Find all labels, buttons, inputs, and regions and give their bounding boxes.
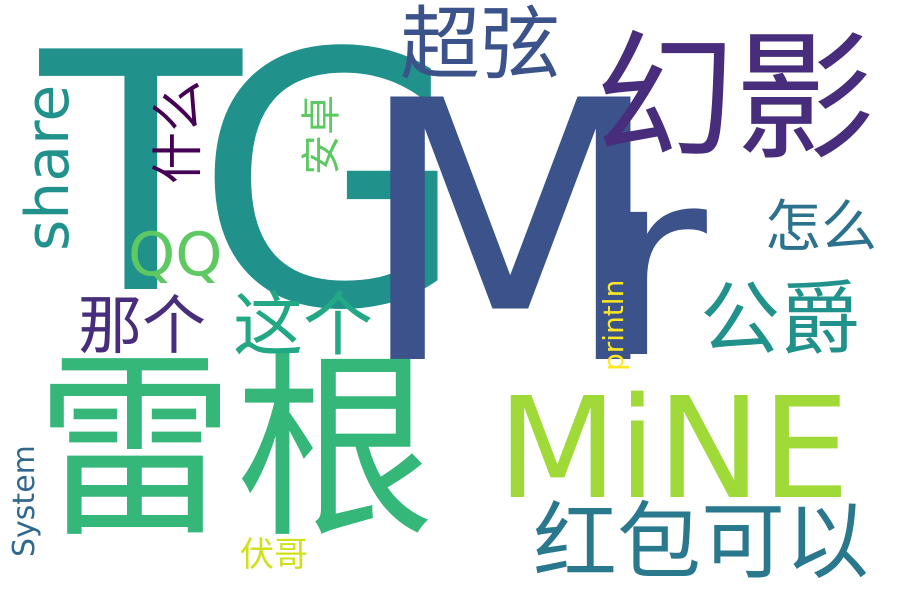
word-hongbao-keyi: 红包可以 xyxy=(533,493,870,591)
word-qq: QQ xyxy=(128,220,223,290)
word-fuge: 伏哥 xyxy=(240,535,308,575)
word-G: G xyxy=(195,0,467,387)
word-r: r xyxy=(600,114,707,416)
word-leigen: 雷根 xyxy=(35,333,436,566)
word-zenme: 怎么 xyxy=(765,195,877,260)
word-shenme: 什么 xyxy=(149,79,209,184)
word-M: M xyxy=(355,25,666,444)
word-nage: 那个 xyxy=(78,290,206,364)
word-anzhuo: 安卓 xyxy=(299,95,345,175)
word-share: share xyxy=(13,84,83,251)
word-println: println xyxy=(597,279,630,371)
word-mine: MiNE xyxy=(497,368,850,531)
word-huanying: 幻影 xyxy=(595,18,876,181)
word-chaoxian: 超弦 xyxy=(400,0,560,91)
word-gongjue: 公爵 xyxy=(700,273,860,366)
word-T: T xyxy=(40,0,242,367)
word-system: System xyxy=(7,445,42,557)
word-zhege: 这个 xyxy=(233,284,373,366)
